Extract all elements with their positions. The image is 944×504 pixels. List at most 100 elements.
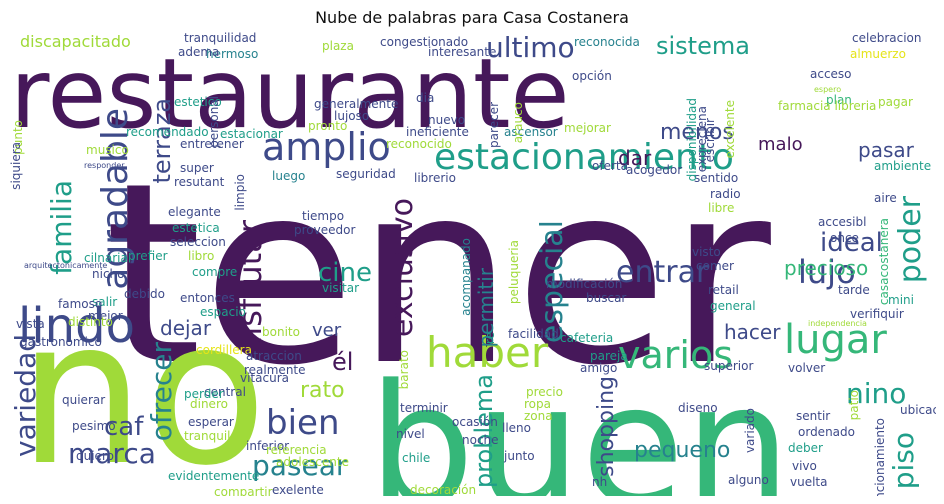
word-aire: aire: [874, 191, 897, 205]
word-ascensor: ascensor: [504, 125, 558, 139]
word-vivo: vivo: [792, 459, 817, 473]
word-plan: plan: [826, 93, 852, 107]
word-re: re: [483, 332, 497, 345]
word-bien: bien: [266, 403, 340, 443]
word-zona: zona: [524, 409, 553, 423]
word-variado: variado: [743, 408, 757, 454]
word-accesibl: accesibl: [818, 215, 867, 229]
word-escribir: escribir: [703, 118, 717, 163]
word-espacio: espacio: [200, 305, 246, 319]
word-espero: espero: [814, 85, 842, 94]
word-dejar: dejar: [160, 316, 212, 340]
word-general: general: [710, 299, 756, 313]
word-malo: malo: [758, 134, 803, 155]
word-nh: nh: [592, 475, 608, 489]
word-ver: ver: [312, 320, 342, 341]
word-nivel: nivel: [396, 427, 425, 441]
word-precioso: precioso: [784, 256, 869, 280]
word-volver: volver: [788, 361, 826, 375]
word-resutant: resutant: [174, 175, 225, 189]
word-decoración: decoración: [410, 483, 477, 496]
word-librerio: librerio: [414, 171, 456, 185]
word-estacionar: estacionar: [220, 127, 283, 141]
word-perder: perder: [184, 387, 224, 401]
word-evidentemente: evidentemente: [168, 469, 260, 483]
word-problema: problema: [470, 374, 498, 489]
word-dinero: dinero: [190, 397, 228, 411]
word-mini: mini: [888, 293, 914, 307]
word-ordenado: ordenado: [798, 425, 855, 439]
word-musico: musico: [86, 143, 129, 157]
word-plaza: plaza: [322, 39, 354, 53]
word-pronto: pronto: [308, 119, 348, 133]
word-siquiera: siquiera: [9, 142, 23, 190]
word-ultimo: ultimo: [486, 32, 575, 64]
word-entonces: entonces: [180, 291, 235, 305]
word-limpio: limpio: [233, 174, 247, 211]
word-oferta: oferta: [592, 159, 628, 173]
word-excelente: excelente: [723, 100, 737, 159]
word-ambiente: ambiente: [874, 159, 932, 173]
word-radio: radio: [710, 187, 741, 201]
word-mejorar: mejorar: [564, 121, 611, 135]
word-amplio: amplio: [262, 125, 391, 169]
word-cine: cine: [318, 258, 372, 288]
word-pasear: pasear: [252, 449, 348, 482]
word-libro: libro: [188, 249, 215, 263]
word-diseno: diseno: [678, 401, 718, 415]
word-realmente: realmente: [244, 363, 306, 377]
word-nuevo: nuevo: [428, 113, 466, 127]
word-pagar: pagar: [878, 95, 913, 109]
word-menos: menos: [660, 120, 734, 145]
word-lindo: lindo: [18, 298, 135, 354]
word-pareja: pareja: [590, 349, 628, 363]
word-nicho: nicho: [92, 267, 125, 281]
word-arauco: arauco: [511, 102, 525, 144]
word-lujo: lujo: [798, 253, 856, 291]
word-sentido: sentido: [694, 171, 739, 185]
word-precio: precio: [526, 385, 563, 399]
word-pasar: pasar: [858, 138, 914, 162]
word-super: super: [180, 161, 214, 175]
word-recomendado: recomendado: [126, 125, 209, 139]
word-independencia: independencia: [808, 319, 867, 328]
word-lugar: lugar: [784, 317, 887, 363]
word-ofrecer: ofrecer: [145, 342, 178, 442]
word-tiempo: tiempo: [302, 209, 345, 223]
word-terraza: terraza: [148, 98, 176, 184]
word-buen: buen: [368, 348, 791, 496]
word-amigo: amigo: [580, 361, 618, 375]
word-buscar: buscar: [586, 291, 627, 305]
word-generalmente: generalmente: [314, 97, 399, 111]
word-vitacura: vitacura: [240, 371, 289, 385]
word-él: él: [332, 348, 354, 376]
word-deber: deber: [788, 441, 823, 455]
word-discapacitado: discapacitado: [20, 32, 131, 51]
word-compre: compre: [192, 265, 238, 279]
word-lujoso: lujoso: [334, 109, 370, 123]
word-ocasión: ocasión: [452, 415, 498, 429]
word-once: once: [830, 231, 859, 245]
word-cloud: restaurante tener no buen estacionamiento amp…: [8, 32, 936, 496]
word-adolescente: adolescente: [276, 455, 349, 469]
word-retail: retail: [708, 283, 739, 297]
word-elegante: elegante: [168, 205, 221, 219]
word-comer: comer: [696, 259, 734, 273]
word-exelente: exelente: [272, 483, 324, 496]
word-junto: junto: [504, 449, 535, 463]
word-acceso: acceso: [810, 67, 852, 81]
word-rato: rato: [300, 378, 345, 403]
word-ropa: ropa: [524, 397, 551, 411]
word-entrar: entrar: [616, 255, 709, 290]
word-opción: opción: [572, 69, 612, 83]
word-estacionamiento: estacionamiento: [434, 137, 734, 178]
word-sistema: sistema: [656, 32, 750, 60]
word-vista: vista: [16, 317, 45, 331]
word-almuerzo: almuerzo: [850, 47, 906, 61]
word-reconocida: reconocida: [574, 35, 640, 49]
word-estetico: estetico: [174, 95, 222, 109]
word-barato: barato: [397, 350, 411, 390]
word-cilnaria: cilnaria: [84, 251, 128, 265]
word-visitar: visitar: [322, 281, 360, 295]
word-lleno: lleno: [502, 421, 531, 435]
